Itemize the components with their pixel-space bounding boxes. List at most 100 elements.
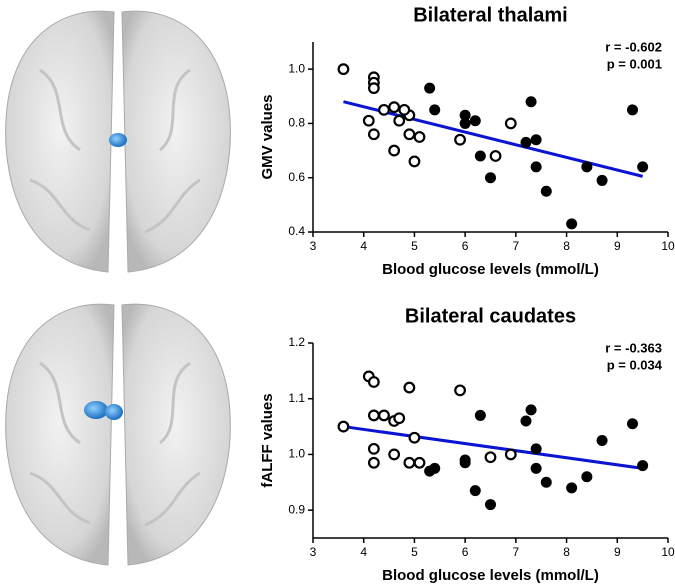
- x-tick-label: 9: [614, 545, 621, 559]
- x-tick-label: 4: [360, 239, 367, 253]
- y-tick-label: 0.9: [288, 502, 305, 516]
- point: [403, 128, 416, 141]
- point: [337, 63, 350, 76]
- point: [484, 451, 497, 464]
- point: [530, 134, 542, 146]
- annotation: p = 0.001: [607, 56, 662, 71]
- point: [627, 418, 638, 430]
- x-tick-label: 6: [462, 239, 469, 253]
- point: [581, 471, 593, 483]
- point: [596, 435, 608, 446]
- point: [393, 114, 406, 127]
- y-tick-label: 1.0: [288, 61, 305, 75]
- chart-title: Bilateral caudates: [405, 305, 576, 327]
- point: [424, 82, 436, 94]
- point: [637, 161, 649, 173]
- point: [469, 115, 481, 127]
- point: [388, 144, 401, 157]
- point: [459, 457, 471, 469]
- point: [485, 172, 496, 184]
- point: [504, 117, 517, 130]
- y-axis-label: fALFF values: [259, 393, 276, 487]
- point: [530, 462, 542, 474]
- annotation: r = -0.602: [605, 39, 662, 54]
- point: [429, 462, 441, 474]
- point: [489, 150, 502, 162]
- annotation: r = -0.363: [605, 340, 662, 355]
- x-tick-label: 4: [360, 545, 367, 559]
- point: [540, 476, 552, 488]
- y-tick-label: 1.1: [288, 391, 305, 405]
- point: [525, 404, 537, 416]
- point: [388, 448, 401, 461]
- point: [367, 128, 380, 141]
- annotation: p = 0.034: [607, 357, 663, 372]
- point: [474, 150, 486, 162]
- y-axis-label: GMV values: [259, 94, 276, 179]
- point: [413, 456, 426, 469]
- point: [459, 117, 471, 129]
- y-tick-label: 1.2: [288, 335, 305, 349]
- point: [596, 174, 608, 186]
- point: [403, 381, 416, 394]
- point: [566, 482, 578, 494]
- point: [367, 442, 380, 455]
- x-tick-label: 8: [563, 545, 570, 559]
- point: [627, 104, 638, 116]
- y-tick-label: 0.8: [288, 116, 305, 130]
- point: [337, 420, 350, 433]
- x-tick-label: 7: [513, 545, 520, 559]
- point: [408, 155, 421, 168]
- x-tick-label: 5: [411, 545, 418, 559]
- point: [398, 103, 411, 116]
- trend-line: [343, 100, 644, 178]
- point: [367, 82, 380, 95]
- point: [469, 485, 481, 497]
- point: [520, 136, 532, 148]
- y-tick-label: 1.0: [288, 447, 305, 461]
- point: [540, 185, 552, 197]
- point: [413, 131, 426, 143]
- point: [393, 412, 406, 425]
- x-tick-label: 10: [661, 545, 675, 559]
- point: [504, 448, 517, 461]
- point: [367, 456, 380, 469]
- point: [367, 376, 380, 388]
- point: [403, 456, 416, 469]
- point: [566, 218, 578, 230]
- point: [520, 415, 532, 427]
- point: [530, 443, 542, 455]
- chart-title: Bilateral thalami: [413, 4, 568, 26]
- x-tick-label: 8: [563, 239, 570, 253]
- point: [408, 431, 421, 444]
- point: [454, 384, 466, 397]
- x-axis-label: Blood glucose levels (mmol/L): [382, 567, 599, 584]
- point: [362, 114, 375, 127]
- y-tick-label: 0.6: [288, 170, 305, 184]
- point: [485, 499, 496, 511]
- x-tick-label: 7: [513, 239, 520, 253]
- point: [429, 104, 441, 116]
- point: [474, 409, 486, 421]
- x-tick-label: 10: [661, 239, 675, 253]
- x-tick-label: 3: [310, 545, 317, 559]
- point: [637, 460, 649, 472]
- point: [525, 96, 537, 108]
- point: [530, 161, 542, 173]
- x-tick-label: 3: [310, 239, 317, 253]
- point: [378, 103, 390, 116]
- brain-bottom: [5, 303, 231, 566]
- brain-top: [5, 10, 231, 273]
- point: [388, 101, 401, 114]
- x-tick-label: 6: [462, 545, 469, 559]
- x-tick-label: 5: [411, 239, 418, 253]
- y-tick-label: 0.4: [288, 224, 305, 238]
- x-tick-label: 9: [614, 239, 621, 253]
- trend-line: [343, 425, 643, 470]
- point: [367, 409, 380, 422]
- point: [581, 161, 593, 173]
- x-axis-label: Blood glucose levels (mmol/L): [382, 261, 599, 278]
- point: [378, 409, 390, 422]
- point: [454, 133, 466, 146]
